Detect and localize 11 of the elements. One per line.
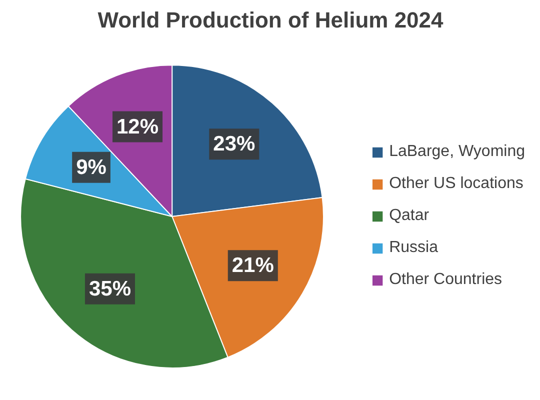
data-label: 23% [213,132,256,156]
data-label: 35% [88,277,132,300]
chart-title: World Production of Helium 2024 [98,8,444,32]
data-label: 21% [232,254,274,278]
legend-label: Qatar [389,207,430,225]
data-label: 12% [116,115,159,138]
legend-label: Other Countries [389,271,502,289]
legend-label: Other US locations [389,175,524,193]
data-label: 9% [76,156,107,179]
legend-label: LaBarge, Wyoming [389,143,525,161]
legend-label: Russia [389,239,438,257]
